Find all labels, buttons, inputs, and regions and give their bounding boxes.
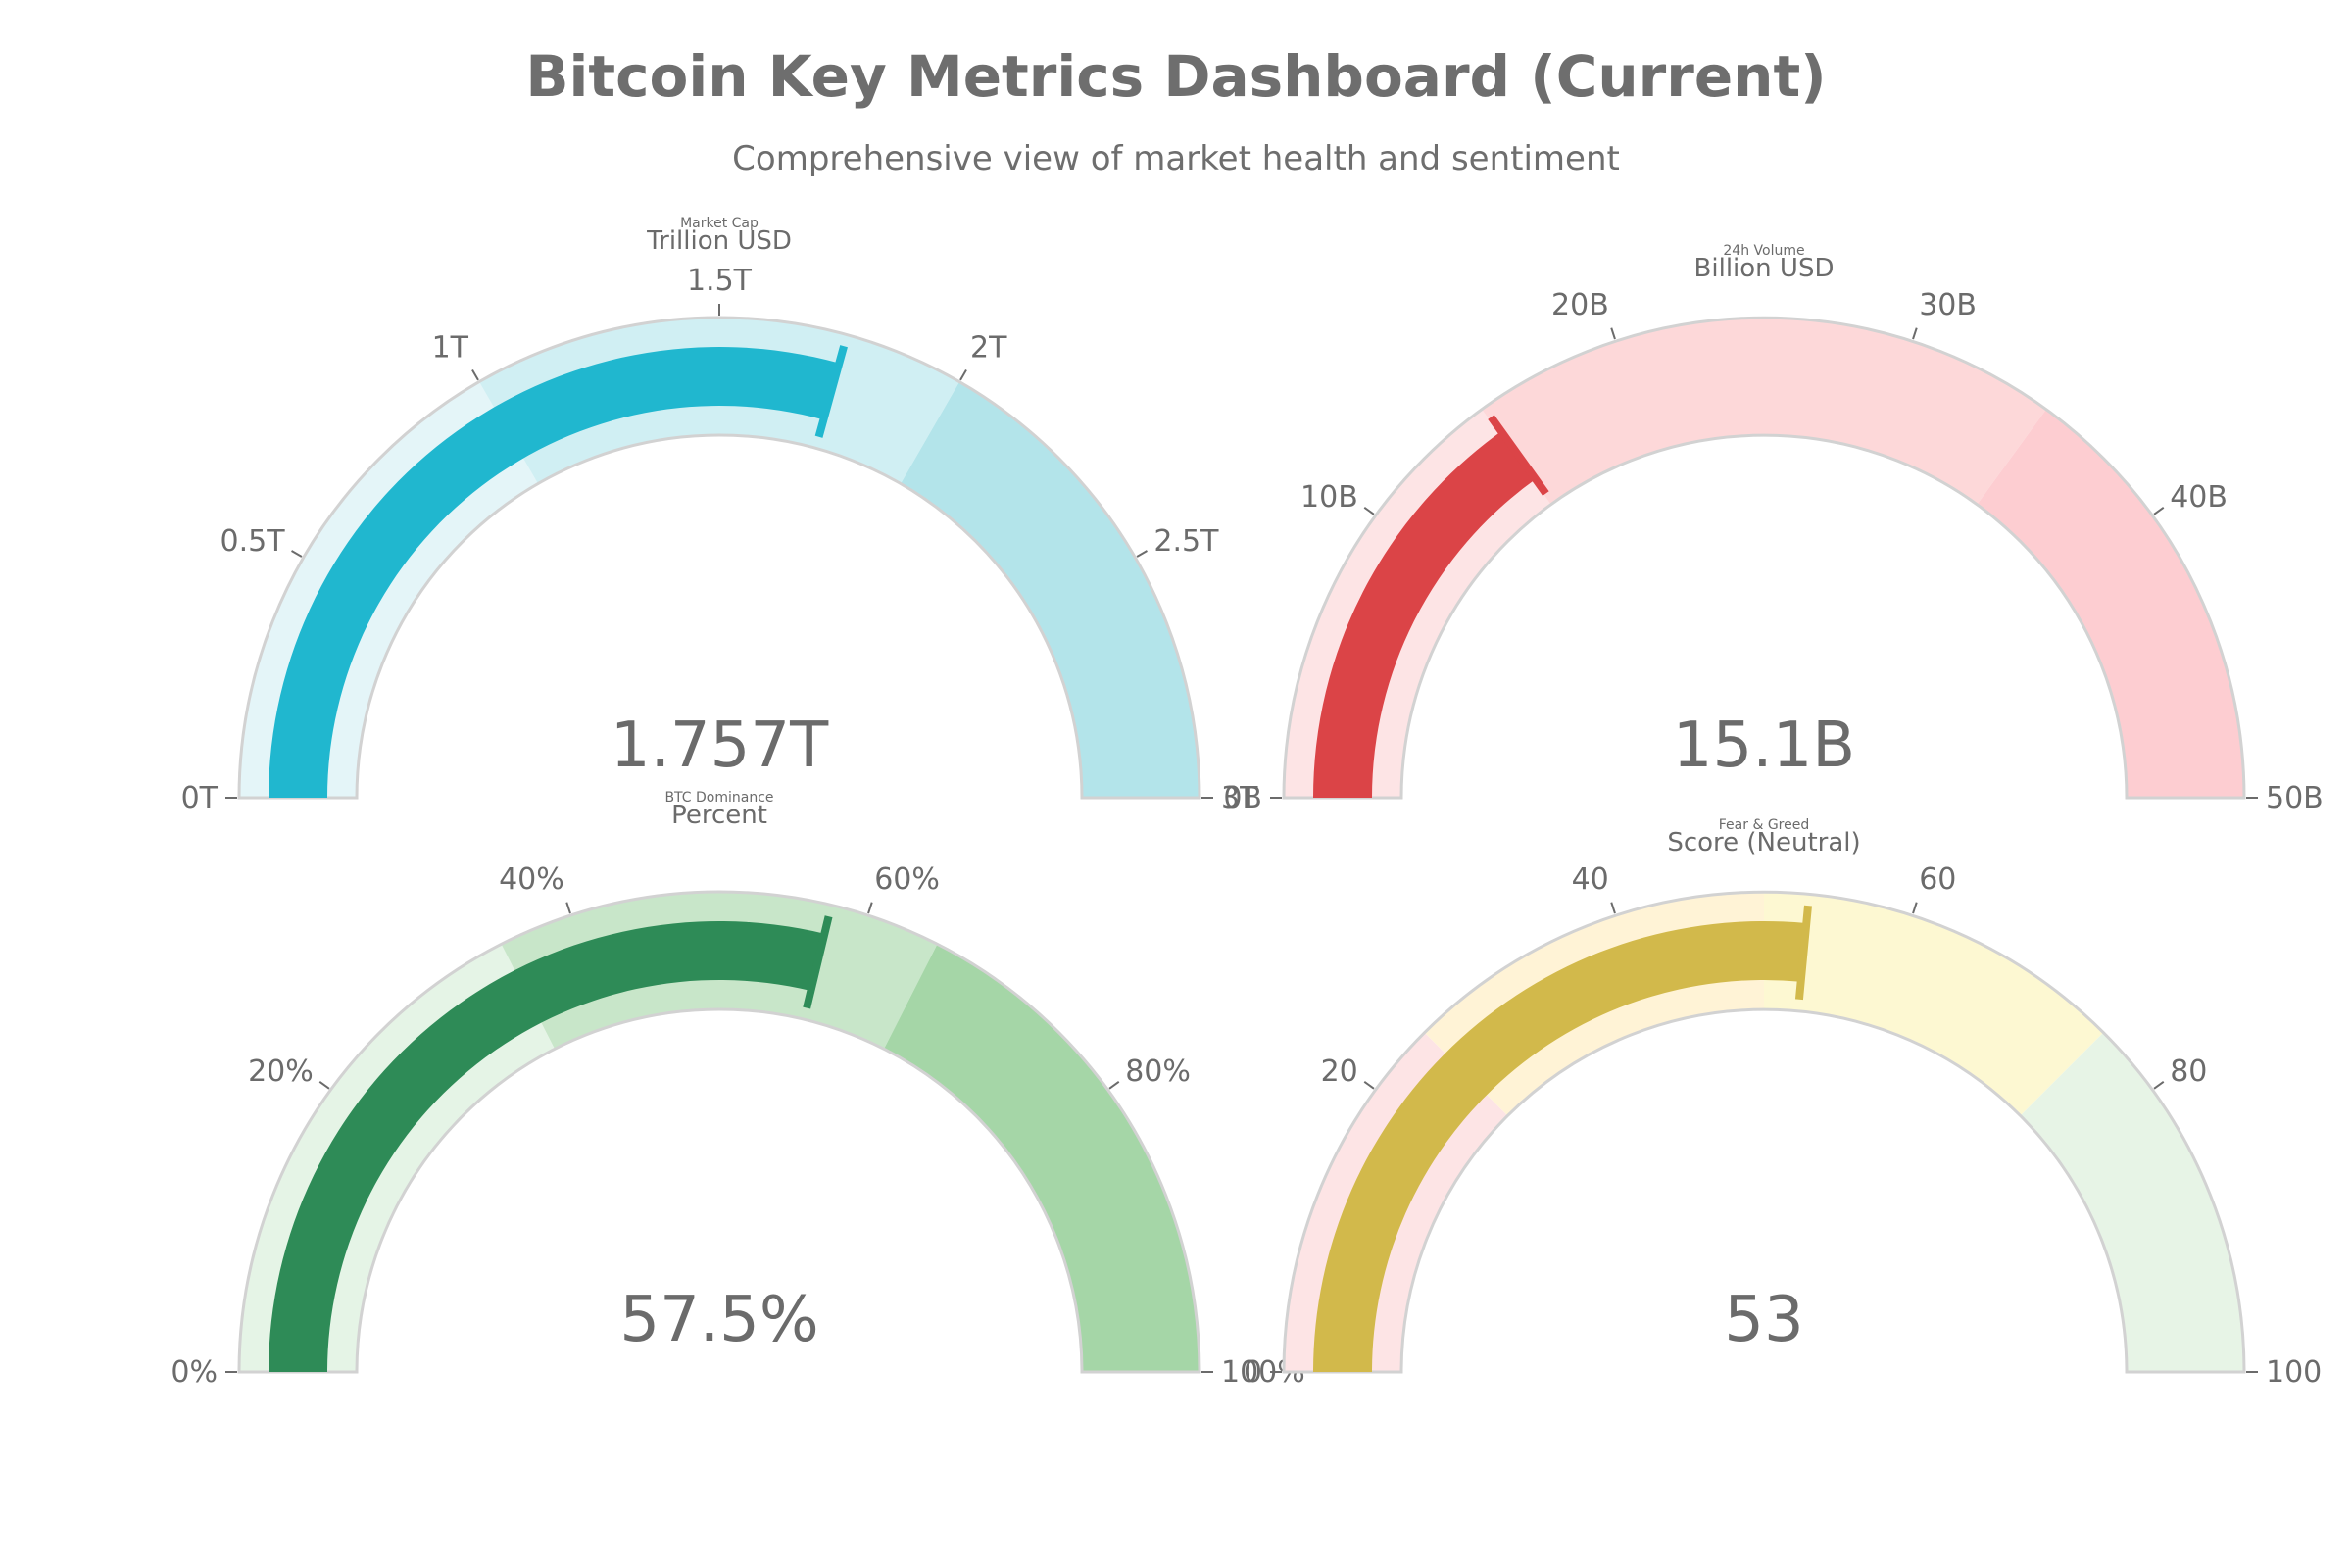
gauge-tick-label: 1T [432, 331, 469, 366]
gauge-tick-label: 60% [874, 862, 940, 897]
gauge-unit-label: Trillion USD [646, 226, 792, 256]
gauge-tick [2153, 1080, 2165, 1090]
gauge-btc-dominance: 0%20%40% 60%80%100%BTC DominancePercent57… [171, 790, 1304, 1390]
gauge-tick [471, 369, 479, 381]
gauge-tick [1912, 327, 1918, 340]
gauge-tick [291, 550, 303, 558]
gauge-tick-label: 0% [171, 1355, 218, 1390]
gauge-value-marker [803, 915, 833, 1009]
gauge-step-band [1764, 892, 2104, 1116]
gauge-tick [1363, 1080, 1375, 1090]
gauge-step-band [883, 944, 1200, 1372]
gauge-tick [1610, 327, 1616, 340]
gauge-value-marker [814, 345, 848, 438]
gauge-tick-label: 0B [1223, 781, 1262, 815]
gauge-tick [1108, 1080, 1120, 1090]
gauge-step-band [2020, 1032, 2244, 1372]
gauge-unit-label: Percent [671, 801, 767, 830]
gauge-step-band [1481, 317, 2047, 505]
gauge-tick [1136, 550, 1148, 558]
gauge-tick-label: 2.5T [1153, 524, 1219, 559]
gauge-outline [1282, 890, 2246, 1374]
gauge-tick [318, 1080, 330, 1090]
gauge-tick-label: 1.5T [687, 264, 753, 298]
gauge-tick [2153, 506, 2165, 515]
gauge-tick-label: 20B [1551, 288, 1609, 322]
gauge-tick-label: 0 [1244, 1355, 1262, 1390]
gauge-tick-label: 10B [1300, 480, 1358, 514]
gauge-tick-label: 2T [970, 331, 1007, 366]
gauge-tick [1610, 902, 1616, 914]
gauge-outline [1282, 316, 2246, 800]
gauge-value-marker [1488, 415, 1549, 496]
gauge-tick-label: 80% [1125, 1054, 1191, 1089]
gauge-value-label: 1.757T [611, 710, 829, 782]
gauge-value-bar [269, 920, 825, 1372]
gauge-step-band [1977, 409, 2244, 798]
gauge-tick-label: 0.5T [220, 524, 286, 559]
gauge-tick [1363, 506, 1375, 515]
gauge-value-bar [1313, 921, 1807, 1372]
gauge-unit-label: Score (Neutral) [1667, 828, 1860, 858]
gauge-tick-label: 80 [2170, 1054, 2207, 1089]
gauge-tick [867, 902, 873, 914]
gauge-tick-label: 40 [1572, 862, 1609, 897]
gauge-outline [237, 316, 1201, 800]
gauge-tick-label: 0T [181, 781, 219, 815]
gauge-tick [565, 902, 571, 914]
gauge-value-bar [1313, 431, 1536, 798]
gauge-tick-label: 30B [1919, 288, 1977, 322]
gauge-tick-label: 50B [2266, 781, 2324, 815]
gauge-title: Fear & Greed [1719, 817, 1809, 833]
gauge-outline [237, 890, 1201, 1374]
gauge-tick-label: 3T [1221, 781, 1258, 815]
gauge-unit-label: Billion USD [1694, 254, 1835, 283]
gauge-value-label: 53 [1724, 1284, 1803, 1356]
gauge-value-label: 57.5% [619, 1284, 818, 1356]
gauge-tick [959, 369, 967, 381]
gauge-title: BTC Dominance [664, 790, 773, 806]
dashboard-title: Bitcoin Key Metrics Dashboard (Current) [525, 43, 1827, 110]
gauge-tick-label: 60 [1919, 862, 1956, 897]
gauge-tick-label: 20% [248, 1054, 314, 1089]
gauge-value-label: 15.1B [1673, 710, 1855, 782]
gauge-step-band [901, 381, 1200, 798]
gauge-title: 24h Volume [1723, 243, 1804, 259]
gauge-title: Market Cap [680, 216, 759, 231]
gauge-tick-label: 40% [499, 862, 564, 897]
dashboard-subtitle: Comprehensive view of market health and … [732, 139, 1620, 178]
gauge-tick-label: 20 [1321, 1054, 1358, 1089]
gauge-value-bar [269, 346, 840, 798]
gauge-tick [1912, 902, 1918, 914]
gauge-value-marker [1794, 905, 1812, 1001]
gauge-tick-label: 100 [2266, 1355, 2322, 1390]
gauge-tick-label: 40B [2170, 480, 2228, 514]
